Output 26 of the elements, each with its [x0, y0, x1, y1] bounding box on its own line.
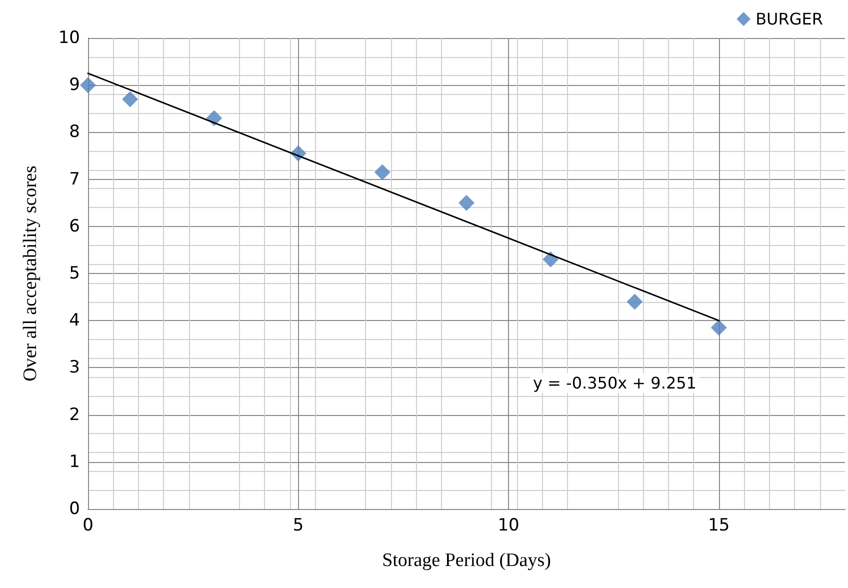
y-tick-label: 1 [69, 452, 80, 472]
y-tick-label: 4 [69, 310, 80, 331]
point [710, 320, 727, 336]
legend-label: BURGER [756, 10, 824, 28]
y-tick-label: 10 [58, 28, 80, 48]
point [374, 164, 390, 180]
y-tick-label: 9 [69, 75, 80, 96]
x-axis-title: Storage Period (Days) [382, 550, 551, 571]
y-tick-label: 8 [69, 122, 80, 142]
x-tick-label: 0 [82, 516, 94, 536]
point [122, 91, 138, 108]
x-tick-label: 10 [498, 516, 520, 536]
y-tick-label: 0 [69, 499, 80, 519]
y-axis-title: Over all acceptability scores [20, 166, 41, 382]
point [80, 77, 96, 94]
point [626, 294, 643, 310]
annotation: y = -0.350x + 9.251 [533, 374, 696, 392]
y-tick-label: 2 [69, 404, 80, 425]
y-tick-label: 3 [69, 358, 80, 378]
y-tick-label: 6 [69, 216, 80, 236]
x-tick-label: 5 [292, 516, 304, 536]
point [458, 194, 474, 211]
point [542, 251, 559, 268]
y-tick-label: 7 [69, 169, 80, 190]
y-tick-label: 5 [69, 264, 80, 284]
x-tick-label: 15 [708, 516, 730, 536]
